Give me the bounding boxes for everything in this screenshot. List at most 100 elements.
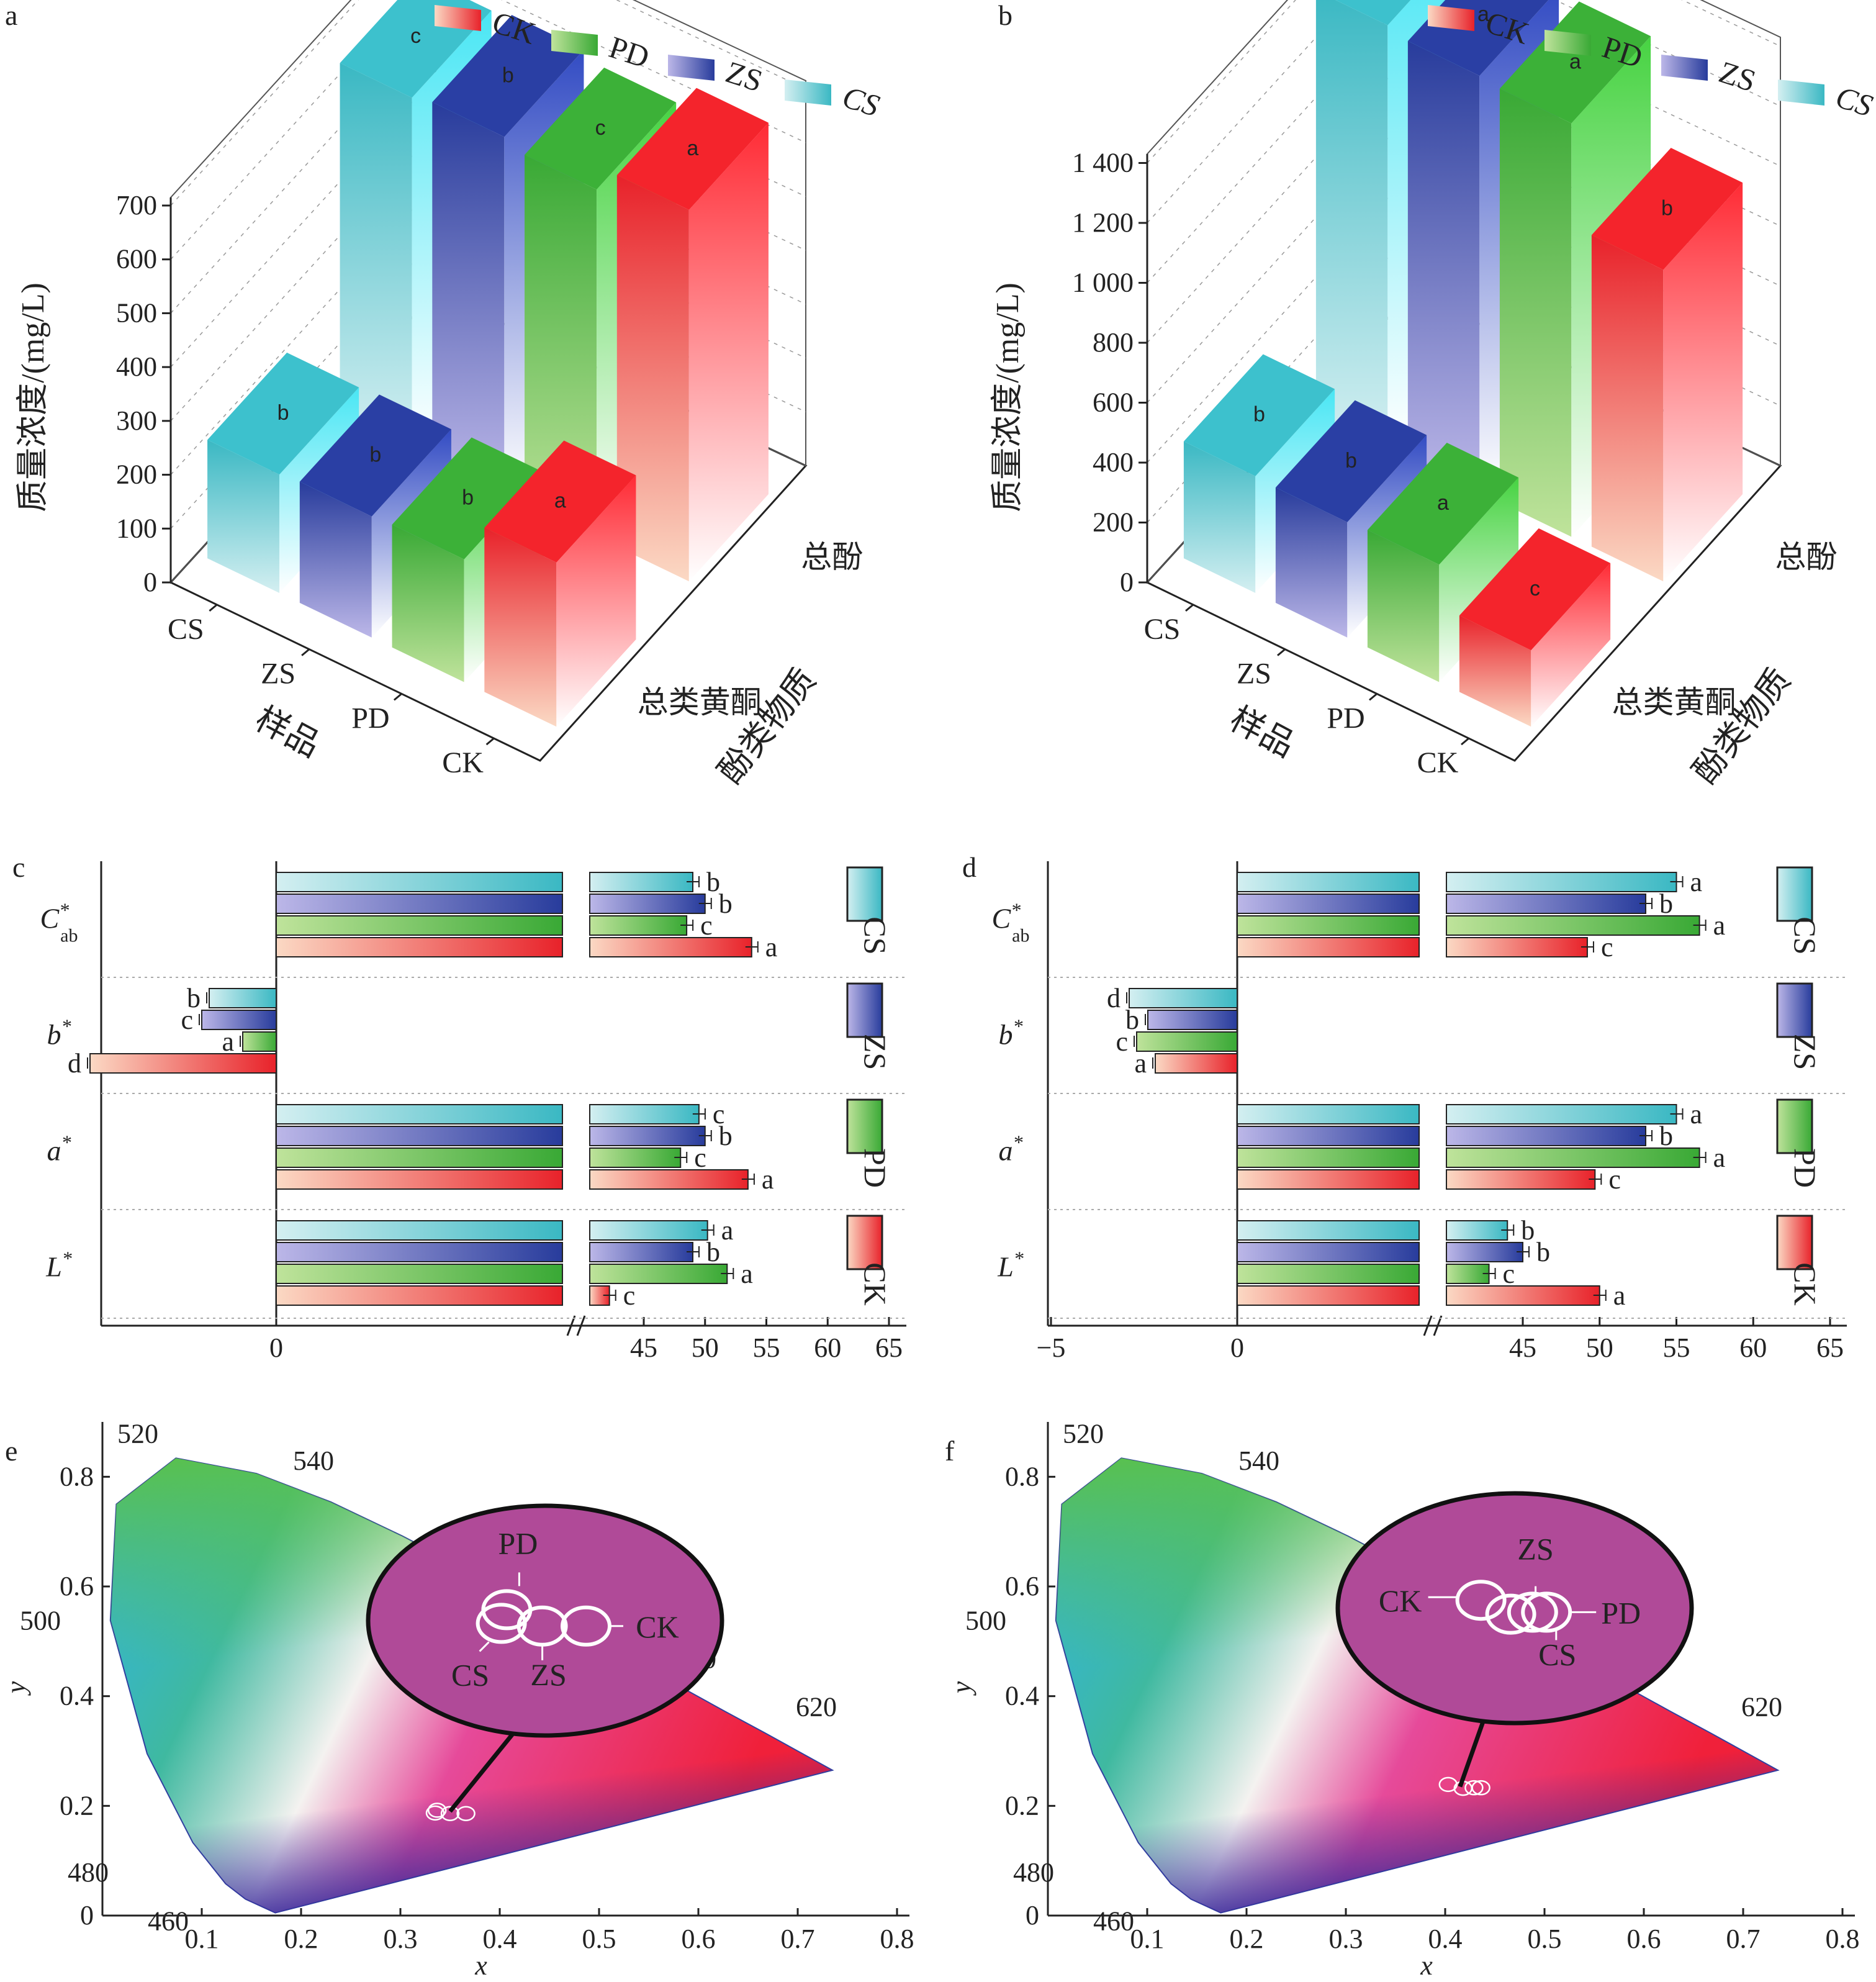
bar-PD [1446,915,1700,936]
bar-PD [1446,1147,1700,1168]
bar-ZS [1446,1242,1523,1262]
legend-label: ZS [858,1034,893,1070]
y-tick-label: 400 [116,351,157,382]
y-tick-label: 700 [116,190,157,220]
chart-cie-f: 0.1 0.2 0.3 0.4 0.5 0.6 0.7 0.8 0 0.2 0.4 0.6 0.8 x y 5… [946,1419,1860,1981]
legend-swatch-PD [1776,1098,1813,1154]
significance-letter: c [700,910,713,941]
bar-top-ZS [432,15,584,137]
bar-CS [589,872,693,892]
bar-ZS [589,894,706,914]
grid-line [1427,0,1781,167]
bar-top-CK [1591,148,1743,270]
group-label: a* [999,1131,1023,1167]
panel-label-f: f [945,1435,955,1467]
x-tick-label: 60 [1739,1333,1767,1363]
wavelength-label: 520 [117,1419,158,1449]
group-label: C* ab [991,899,1029,946]
bar-CK [1446,1285,1600,1306]
x-tick-label: 0.3 [384,1924,418,1954]
x-tick-label: 0.7 [1726,1924,1761,1954]
category-label: 总酚 [1775,540,1838,574]
zoom-ellipse [366,1503,724,1738]
bar-CK [276,937,563,957]
significance-letter: b [187,983,201,1013]
wavelength-label: 620 [1741,1692,1782,1722]
chart-cie-e: 0.1 0.2 0.3 0.4 0.5 0.6 0.7 0.8 0 0.2 0.4 0.6 0.8 x y 5… [1,1419,914,1981]
significance-letter: b [706,867,720,897]
point-label: PD [498,1526,538,1560]
y-tick-label: 0.4 [60,1681,94,1711]
x-tick-label: 0.2 [1230,1924,1264,1954]
bar-front-CS [340,63,412,448]
significance-letter: d [1107,983,1121,1013]
zoom-point-PD [1521,1591,1572,1633]
bar-front-CS [1315,0,1388,448]
bar-side-CK [688,122,769,582]
bar-side-CK [1531,563,1611,727]
y-tick-label: 0.6 [1005,1571,1039,1601]
x-tick-label: 45 [1509,1333,1536,1363]
legend-label: ZS [722,54,767,98]
bar-front-ZS [432,102,505,492]
wavelength-label: 500 [965,1605,1006,1636]
chart-hbar-d: −5 0 45 50 55 60 65C* ababacb*dbcaa*abacL*bbcaC… [991,861,1847,1363]
grid-line [1554,0,1781,107]
significance-letter: b [1253,403,1265,427]
x-tick-label: 55 [753,1333,780,1363]
x-tick-label: 50 [692,1333,719,1363]
legend-swatch-ZS [1661,55,1708,81]
x-tick-label: 0.3 [1329,1924,1363,1954]
legend-swatch-CK [1776,1215,1813,1270]
zoom-connector [448,1731,516,1813]
bar-ZS [1237,1242,1420,1262]
x-tick-label: 0.4 [1428,1924,1463,1954]
y-tick-label: 1 000 [1072,267,1134,297]
legend-swatch-CS [1776,866,1813,922]
bar-ZS [1237,894,1420,914]
bar-ZS [201,1010,277,1030]
legend-swatch-CS [1778,79,1824,106]
bar-CK [1237,937,1420,957]
significance-letter: b [719,1121,733,1151]
sample-label: ZS [1237,658,1271,690]
category-label: 总类黄酮 [1612,685,1736,720]
significance-letter: a [554,489,566,513]
z-axis-label: 酚类物质 [1686,661,1798,790]
x-tick-label: 60 [814,1333,841,1363]
legend-swatch-PD [846,1098,883,1154]
bar-PD [276,1147,563,1168]
point-label: CK [1379,1583,1422,1618]
y-tick-label: 0.8 [1005,1461,1039,1491]
legend-swatch-CK [435,5,481,31]
group-label: C* ab [40,899,78,946]
zoom-point-CS [476,1603,527,1644]
x-tick-label: 0.7 [781,1924,815,1954]
bar-PD [1446,1264,1490,1284]
significance-letter: b [1659,1121,1673,1151]
zoom-point-CS [1507,1591,1558,1633]
bar-CS [1446,872,1677,892]
zoom-connector [1458,1719,1486,1788]
legend-swatch-ZS [846,982,883,1038]
bar-CK [89,1053,277,1074]
y-tick-label: 200 [116,459,157,490]
y-tick-label: 0 [143,567,157,597]
legend-label: ZS [1788,1034,1823,1070]
x-tick-label: 0.1 [1130,1924,1165,1954]
significance-letter: a [762,1164,774,1195]
significance-letter: b [1521,1215,1535,1246]
bar-ZS [276,894,563,914]
x-tick [1277,648,1286,656]
significance-letter: a [721,1215,734,1246]
significance-letter: a [1690,1099,1703,1129]
sample-point-PD [427,1803,447,1818]
x-tick-label: 45 [630,1333,657,1363]
axis-break [1433,1315,1443,1336]
bar-CS [589,1104,700,1124]
x-axis-label: 样品 [250,700,327,764]
bar-top-CK [616,88,769,210]
sample-label: CS [168,613,204,646]
significance-letter: c [410,24,421,48]
sample-label: CK [442,746,484,779]
